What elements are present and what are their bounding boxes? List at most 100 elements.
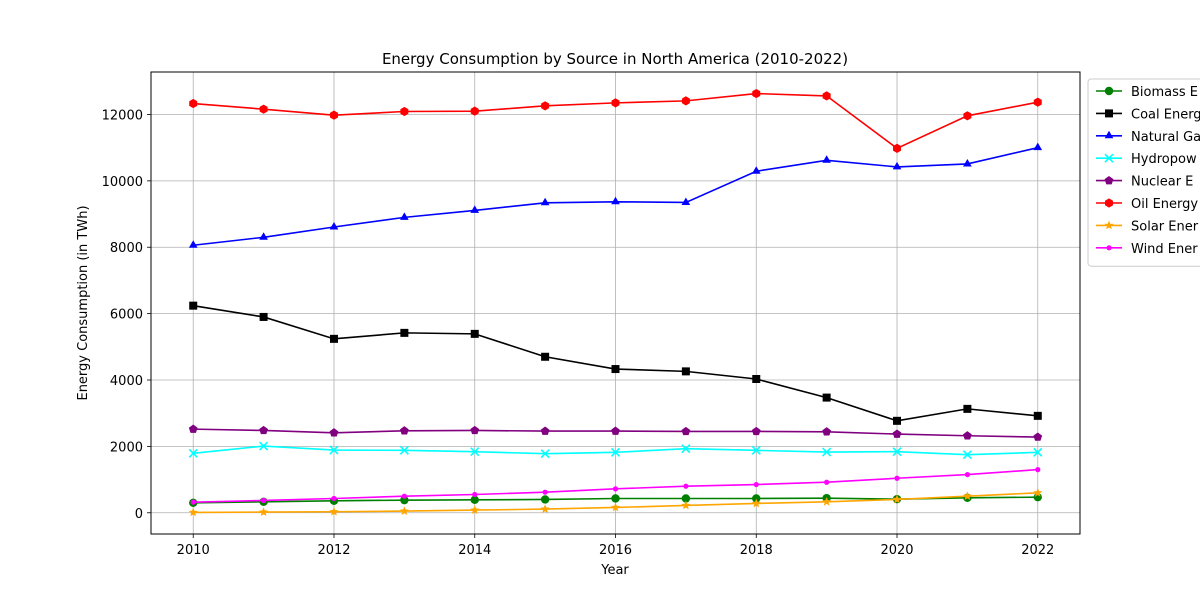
data-point [610, 502, 621, 512]
data-point [329, 506, 339, 516]
data-point [329, 222, 339, 230]
x-tick-label: 2018 [740, 543, 773, 558]
data-point [399, 506, 409, 515]
data-point [330, 110, 338, 120]
legend: Biomass E Coal Energ Natural Ga Hydropow Nuc… [1087, 78, 1200, 267]
data-point [261, 497, 267, 504]
data-point [751, 445, 761, 455]
y-tick-label: 8000 [110, 241, 143, 256]
legend-item: Biomass E [1096, 85, 1198, 100]
legend-item: Coal Energ [1096, 107, 1200, 122]
data-point [541, 352, 550, 361]
legend-label: Nuclear E [1131, 175, 1193, 190]
data-point [470, 425, 480, 435]
data-point [962, 450, 972, 460]
legend-label: Natural Ga [1131, 130, 1200, 145]
data-point [611, 196, 620, 205]
plot-series [188, 88, 1043, 517]
data-point [540, 197, 550, 206]
data-point [681, 367, 690, 376]
data-point [822, 91, 831, 101]
series-3 [188, 441, 1043, 460]
data-point [681, 500, 691, 510]
y-axis-label: Energy Consumption (in TWh) [76, 205, 91, 400]
data-point [893, 143, 901, 153]
legend-item: Nuclear E [1096, 175, 1193, 190]
data-point [611, 98, 620, 108]
data-point [540, 495, 550, 504]
data-point [681, 444, 691, 454]
data-point [470, 447, 480, 457]
data-point [822, 155, 831, 163]
data-point [400, 328, 409, 337]
legend-marker [1104, 220, 1114, 230]
x-axis-label: Year [600, 563, 629, 578]
data-point [610, 447, 621, 457]
data-point [681, 494, 691, 503]
data-point [611, 426, 620, 435]
data-point [753, 481, 759, 488]
legend-label: Solar Ener [1131, 219, 1199, 234]
data-point [751, 498, 761, 508]
legend-label: Wind Ener [1131, 242, 1198, 257]
data-point [681, 96, 690, 106]
data-point [752, 375, 761, 384]
legend-marker [1105, 198, 1113, 208]
y-tick-label: 4000 [110, 374, 143, 389]
data-point [683, 483, 689, 489]
data-point [329, 428, 339, 437]
data-point [400, 212, 409, 220]
data-point [822, 447, 832, 457]
data-point [470, 495, 479, 505]
data-point [401, 493, 407, 499]
data-point [751, 166, 761, 174]
legend-marker [1106, 245, 1112, 251]
y-tick-label: 6000 [110, 308, 143, 323]
data-point [894, 475, 900, 481]
x-tick-label: 2010 [177, 543, 210, 558]
data-point [752, 88, 761, 99]
data-point [681, 426, 691, 436]
data-point [963, 158, 972, 167]
data-point [331, 495, 337, 502]
data-point [540, 426, 550, 435]
data-point [1033, 447, 1043, 457]
data-point [822, 393, 831, 402]
data-point [259, 104, 268, 114]
data-point [470, 329, 479, 338]
legend-marker [1104, 86, 1114, 96]
data-point [540, 449, 550, 459]
legend-item: Oil Energy [1096, 197, 1198, 212]
series-5 [189, 88, 1042, 153]
data-point [470, 505, 480, 514]
data-point [470, 205, 480, 213]
data-point [964, 471, 970, 478]
data-point [188, 448, 198, 458]
data-point [1033, 97, 1042, 107]
data-point [400, 495, 409, 505]
data-point [1033, 432, 1043, 441]
data-point [259, 507, 269, 516]
series-1 [189, 301, 1042, 425]
data-point [963, 431, 972, 440]
y-tick-label: 10000 [102, 175, 143, 190]
legend-marker [1104, 153, 1114, 163]
legend-item: Hydropow [1096, 152, 1197, 167]
chart-title: Energy Consumption by Source in North Am… [382, 50, 848, 68]
axis-ticks: 2010 2012 2014 2016 2018 2020 2022 0 2000 4000 600… [102, 108, 1055, 558]
data-point [892, 494, 902, 504]
data-point [893, 416, 902, 425]
x-tick-label: 2022 [1021, 543, 1054, 558]
series-4 [188, 424, 1043, 441]
data-point [400, 106, 409, 117]
data-point [1033, 488, 1043, 497]
legend-item: Natural Ga [1096, 130, 1200, 145]
data-point [822, 427, 832, 436]
legend-label: Biomass E [1131, 85, 1198, 100]
data-point [824, 479, 830, 485]
data-point [188, 424, 198, 433]
data-point [1033, 411, 1042, 420]
legend-label: Oil Energy [1131, 197, 1198, 212]
